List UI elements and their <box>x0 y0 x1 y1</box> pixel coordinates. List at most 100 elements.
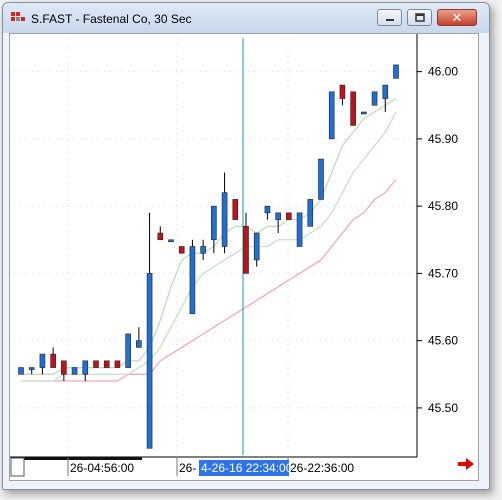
candle-body-up <box>71 367 78 375</box>
candle[interactable] <box>361 111 367 115</box>
minimize-icon <box>378 10 401 25</box>
candle-body-up <box>328 91 335 140</box>
candle-body-up <box>28 367 35 370</box>
candle[interactable] <box>82 360 89 382</box>
candle-body-down <box>157 232 164 241</box>
candle-body-up <box>221 192 228 247</box>
candle-body-up <box>361 111 367 115</box>
chart-window: S.FAST - Fastenal Co, 30 Sec ✕ 46.00 45.9… <box>2 2 490 490</box>
candle-body-up <box>125 333 131 368</box>
maximize-icon <box>408 10 431 25</box>
price-tick-label: 45.90 <box>428 132 458 146</box>
candle-body-up <box>18 367 24 375</box>
candle[interactable] <box>146 212 153 449</box>
candle[interactable] <box>286 212 292 220</box>
candle-body-down <box>339 84 346 99</box>
candle-body-down <box>178 246 185 254</box>
candle[interactable] <box>189 239 196 315</box>
candle-body-up <box>253 232 260 261</box>
candle[interactable] <box>103 360 110 368</box>
time-axis-scroll-box[interactable] <box>10 457 25 477</box>
candle[interactable] <box>393 64 399 79</box>
candle-body-up <box>200 246 206 254</box>
scroll-right-arrow-icon[interactable] <box>458 458 474 470</box>
title-bar[interactable]: S.FAST - Fastenal Co, 30 Sec ✕ <box>3 3 489 33</box>
candle[interactable] <box>178 246 185 254</box>
candle[interactable] <box>136 327 142 348</box>
candle[interactable] <box>200 239 206 260</box>
maximize-button[interactable] <box>407 9 432 26</box>
candle[interactable] <box>125 333 131 368</box>
time-axis-label-3: 26-22:36:00 <box>290 461 354 475</box>
candle[interactable] <box>307 199 314 227</box>
time-axis-label-2: 26- <box>179 461 196 475</box>
candle-body-down <box>232 199 239 220</box>
candle[interactable] <box>71 367 78 375</box>
candle[interactable] <box>264 205 271 220</box>
time-axis-scroll-thumb[interactable] <box>24 457 142 460</box>
candle[interactable] <box>275 212 281 234</box>
candle-body-up <box>393 64 399 79</box>
candle[interactable] <box>382 84 389 112</box>
candle-body-down <box>350 91 356 126</box>
candle-body-down <box>93 360 99 368</box>
chart-area[interactable]: 46.00 45.90 45.80 45.70 45.60 45.50 26-04:56:… <box>9 33 479 481</box>
close-button[interactable]: ✕ <box>437 9 477 26</box>
candle[interactable] <box>232 199 239 220</box>
candle[interactable] <box>168 239 174 243</box>
candle-body-up <box>296 212 303 247</box>
candle[interactable] <box>243 212 249 274</box>
candle-body-up <box>146 273 153 449</box>
candle-body-up <box>318 158 324 200</box>
candle[interactable] <box>211 205 217 254</box>
price-tick-label: 46.00 <box>428 65 458 79</box>
candle[interactable] <box>50 347 56 368</box>
candle[interactable] <box>296 212 303 247</box>
price-tick-label: 45.80 <box>428 199 458 213</box>
candle-body-down <box>61 360 67 375</box>
time-axis: 26-04:56:00 26- 4-26-16 22:34:00 26-22:3… <box>10 457 354 477</box>
grid-layer <box>14 38 417 455</box>
candle-body-up <box>371 91 378 106</box>
candle[interactable] <box>39 353 46 375</box>
close-icon: ✕ <box>451 9 463 25</box>
candle[interactable] <box>28 367 35 375</box>
candle-body-up <box>39 353 46 368</box>
candle-body-down <box>103 360 110 368</box>
window-title: S.FAST - Fastenal Co, 30 Sec <box>31 12 192 26</box>
minimize-button[interactable] <box>377 9 402 26</box>
crosshair-time-label: 4-26-16 22:34:00 <box>201 461 293 475</box>
candle[interactable] <box>93 360 99 368</box>
candle-body-up <box>211 205 217 241</box>
time-axis-label-1: 26-04:56:00 <box>70 461 134 475</box>
candle[interactable] <box>318 158 324 200</box>
candle[interactable] <box>350 91 356 126</box>
candle-body-down <box>243 226 249 274</box>
candle[interactable] <box>328 91 335 140</box>
candle-body-down <box>50 353 56 368</box>
candle[interactable] <box>157 226 164 241</box>
candle-body-up <box>136 340 142 348</box>
candle[interactable] <box>61 360 67 382</box>
candle-body-down <box>286 212 292 220</box>
price-tick-label: 45.60 <box>428 334 458 348</box>
candle-body-down <box>114 360 121 368</box>
candlestick-chart[interactable]: 46.00 45.90 45.80 45.70 45.60 45.50 26-04:56:… <box>10 34 478 480</box>
candle-body-up <box>275 212 281 220</box>
price-tick-label: 45.50 <box>428 401 458 415</box>
moving-average-long-line <box>21 178 397 382</box>
candle-body-up <box>382 84 389 99</box>
moving-average-layer <box>21 97 397 382</box>
candle[interactable] <box>114 360 121 368</box>
candle[interactable] <box>221 172 228 254</box>
candle[interactable] <box>18 367 24 375</box>
price-axis: 46.00 45.90 45.80 45.70 45.60 45.50 <box>417 65 458 415</box>
chart-app-icon <box>11 12 25 21</box>
candle-body-up <box>307 199 314 227</box>
candle[interactable] <box>339 84 346 106</box>
price-tick-label: 45.70 <box>428 266 458 280</box>
candle-layer <box>18 64 399 449</box>
candle[interactable] <box>253 232 260 267</box>
candle-body-up <box>82 360 89 375</box>
candle[interactable] <box>371 91 378 106</box>
